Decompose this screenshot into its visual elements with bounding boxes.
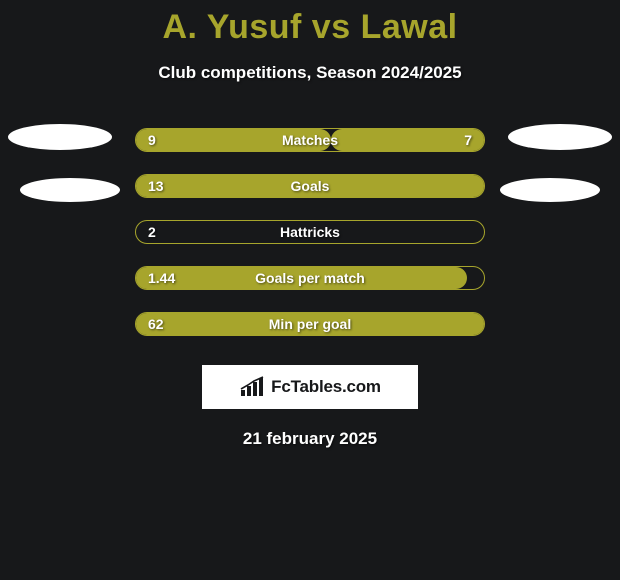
brand-text: FcTables.com	[271, 377, 381, 397]
stat-value-left: 1.44	[148, 270, 175, 286]
stat-bar-track: 9 Matches 7	[135, 128, 485, 152]
stat-label: Goals	[291, 178, 330, 194]
stat-bar-track: 13 Goals	[135, 174, 485, 198]
stat-value-left: 13	[148, 178, 164, 194]
stat-bar-track: 2 Hattricks	[135, 220, 485, 244]
footer-date: 21 february 2025	[0, 429, 620, 449]
stat-value-left: 2	[148, 224, 156, 240]
stat-label: Min per goal	[269, 316, 351, 332]
brand-badge: FcTables.com	[202, 365, 418, 409]
stat-value-left: 62	[148, 316, 164, 332]
page-title: A. Yusuf vs Lawal	[0, 0, 620, 47]
stat-row: 13 Goals	[0, 163, 620, 209]
stat-row: 9 Matches 7	[0, 117, 620, 163]
stat-bar-fill-right	[331, 129, 484, 151]
stat-bar-track: 62 Min per goal	[135, 312, 485, 336]
stat-value-left: 9	[148, 132, 156, 148]
comparison-card: A. Yusuf vs Lawal Club competitions, Sea…	[0, 0, 620, 580]
stats-list: 9 Matches 7 13 Goals 2 Hattricks 1.44 Goals per …	[0, 117, 620, 347]
stat-label: Goals per match	[255, 270, 365, 286]
stat-label: Hattricks	[280, 224, 340, 240]
stat-row: 1.44 Goals per match	[0, 255, 620, 301]
stat-value-right: 7	[464, 132, 472, 148]
stat-bar-track: 1.44 Goals per match	[135, 266, 485, 290]
stat-row: 2 Hattricks	[0, 209, 620, 255]
page-subtitle: Club competitions, Season 2024/2025	[0, 63, 620, 83]
stat-label: Matches	[282, 132, 338, 148]
stat-row: 62 Min per goal	[0, 301, 620, 347]
bar-chart-icon	[239, 376, 265, 398]
